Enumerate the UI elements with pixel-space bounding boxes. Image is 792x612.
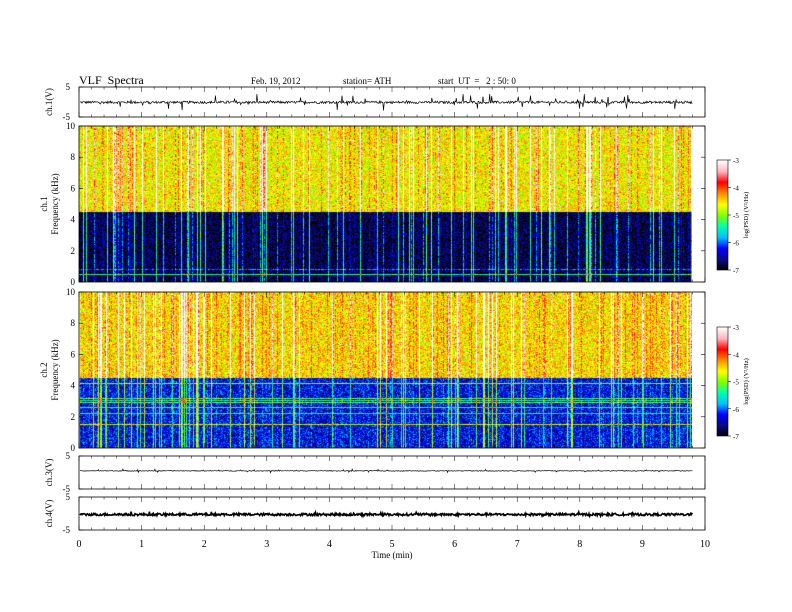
- ch1-trace: [79, 94, 693, 111]
- x-tick-label: 9: [640, 539, 645, 550]
- ch1-spectrogram-colorbar-label: log(PSD) (V²/Hz): [743, 192, 750, 239]
- station-label: station= ATH: [343, 76, 392, 86]
- ch2-spectrogram-image: [79, 292, 692, 448]
- ch3-ylabel: ch.3(V): [44, 459, 54, 487]
- chart-title: VLF Spectra: [79, 73, 144, 87]
- ch4-ytick-label: -5: [63, 525, 71, 535]
- start-time-label: start UT = 2 : 50: 0: [438, 76, 516, 86]
- x-tick-label: 1: [139, 539, 144, 550]
- ch2-spectrogram-colorbar-tick-label: -6: [733, 406, 739, 414]
- ch2-spectrogram-ylabel-channel: ch.2: [39, 362, 49, 377]
- x-tick-label: 3: [264, 539, 269, 550]
- spectrogram-layer: [79, 126, 728, 448]
- x-tick-label: 10: [700, 539, 710, 550]
- ch1-spectrogram-ytick-label: 8: [71, 152, 76, 162]
- ch1-spectrogram-ytick-label: 10: [66, 121, 76, 131]
- x-tick-label: 4: [327, 539, 332, 550]
- ch1-spectrogram-colorbar: [717, 160, 728, 270]
- ch1-spectrogram-colorbar-tick-label: -3: [733, 157, 739, 165]
- ch1-ylabel: ch.1(V): [44, 88, 54, 116]
- trace-layer: [79, 94, 694, 519]
- ch4-ytick-label: 5: [66, 492, 71, 502]
- ch1-spectrogram-ytick-label: 0: [71, 277, 76, 287]
- x-tick-label: 5: [390, 539, 395, 550]
- ch1-spectrogram-colorbar-tick-label: -4: [733, 185, 739, 193]
- x-tick-label: 0: [77, 539, 82, 550]
- ch2-spectrogram-colorbar-tick-label: -7: [733, 433, 739, 441]
- ch1-spectrogram-colorbar-tick-label: -7: [733, 267, 739, 275]
- ch1-spectrogram-ytick-label: 6: [71, 183, 76, 193]
- ch2-spectrogram-ytick-label: 10: [66, 287, 76, 297]
- ch1-spectrogram-ytick-label: 2: [71, 246, 76, 256]
- x-tick-label: 7: [515, 539, 520, 550]
- ch1-spectrogram-ylabel-frequency: Frequency (kHz): [50, 173, 60, 234]
- x-tick-label: 8: [577, 539, 582, 550]
- ch3-ytick-label: -5: [63, 484, 71, 494]
- ch1-spectrogram-ytick-label: 4: [71, 215, 76, 225]
- ch1-spectrogram-image: [79, 126, 692, 282]
- x-tick-label: 6: [452, 539, 457, 550]
- ch1-ytick-label: 5: [66, 82, 71, 92]
- ch2-spectrogram-colorbar: [717, 327, 728, 436]
- ch1-spectrogram-colorbar-tick-label: -6: [733, 240, 739, 248]
- ch3-trace: [79, 468, 693, 474]
- ch3-ytick-label: 5: [66, 451, 71, 461]
- x-tick-label: 2: [202, 539, 207, 550]
- date-label: Feb. 19, 2012: [251, 76, 301, 86]
- ch2-spectrogram-colorbar-tick-label: -3: [733, 324, 739, 332]
- frame-layer: [78, 86, 731, 531]
- ch1-spectrogram-colorbar-tick-label: -5: [733, 212, 739, 220]
- ch1-ytick-label: -5: [63, 112, 71, 122]
- ch2-spectrogram-ytick-label: 8: [71, 318, 76, 328]
- ch2-spectrogram-ylabel-frequency: Frequency (kHz): [50, 339, 60, 400]
- x-axis-label: Time (min): [372, 550, 413, 560]
- ch2-spectrogram-colorbar-tick-label: -5: [733, 379, 739, 387]
- ch4-ylabel: ch.4(V): [44, 500, 54, 528]
- ch4-trace: [79, 509, 694, 519]
- ch2-spectrogram-ytick-label: 2: [71, 412, 76, 422]
- ch2-spectrogram-colorbar-label: log(PSD) (V²/Hz): [743, 358, 750, 405]
- ch1-spectrogram-ylabel-channel: ch.1: [39, 196, 49, 211]
- ch2-spectrogram-ytick-label: 4: [71, 381, 76, 391]
- ch2-spectrogram-ytick-label: 0: [71, 443, 76, 453]
- ch2-spectrogram-colorbar-tick-label: -4: [733, 351, 739, 359]
- ch2-spectrogram-ytick-label: 6: [71, 349, 76, 359]
